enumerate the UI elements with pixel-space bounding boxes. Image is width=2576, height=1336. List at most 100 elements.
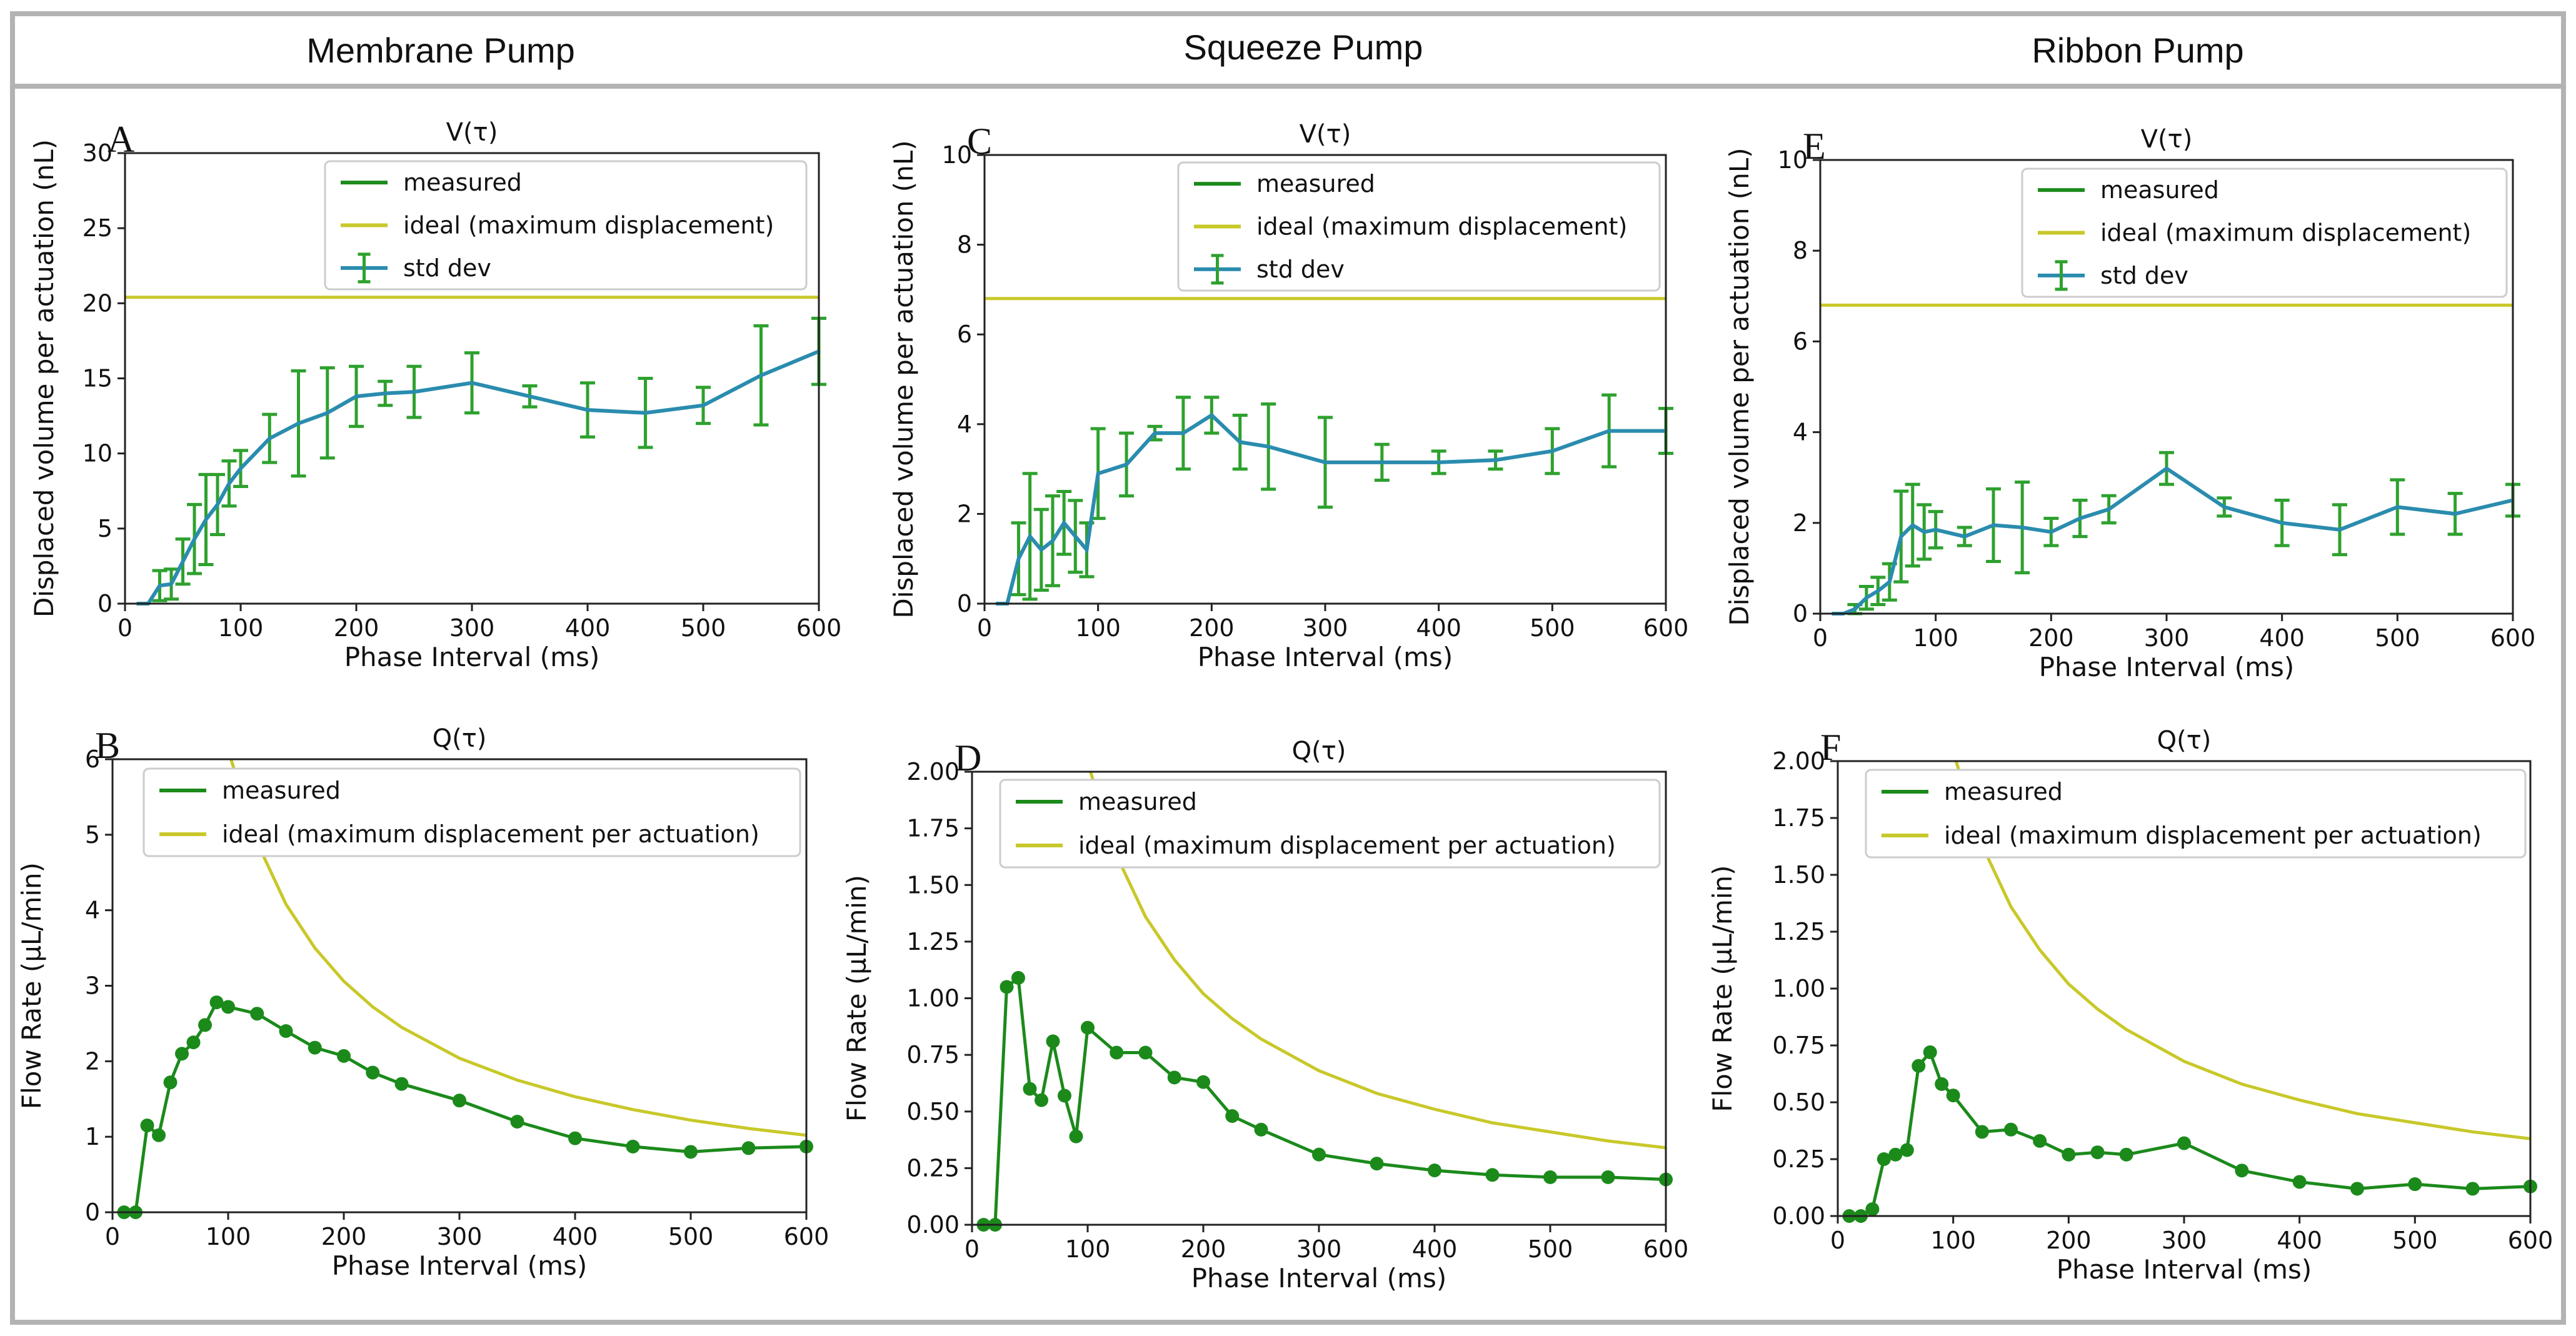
x-tick-label: 200	[2046, 1227, 2092, 1254]
measured-point	[1975, 1125, 1989, 1139]
legend: measured ideal (maximum displacement) std …	[1177, 161, 1661, 292]
x-tick-label: 400	[1412, 1235, 1458, 1263]
x-tick-label: 600	[784, 1223, 829, 1250]
measured-point	[163, 1075, 178, 1090]
measured-point	[2033, 1134, 2047, 1148]
y-tick-label: 1.50	[906, 871, 960, 899]
x-tick-label: 100	[218, 614, 264, 642]
y-tick-label: 1.00	[906, 985, 960, 1012]
legend-label: measured	[1256, 170, 1375, 197]
chart-panel-e: 0 100 200 300 400 500 600 0 2 4 6 8 10 Phase Interval…	[1724, 125, 2535, 682]
x-tick-label: 500	[2392, 1227, 2438, 1254]
measured-point	[1946, 1089, 1960, 1103]
std-dev-line	[136, 349, 820, 606]
legend-label: ideal (maximum displacement per actuatio…	[1078, 832, 1616, 859]
panel-title: V(τ)	[1300, 120, 1351, 149]
panel-letter: A	[108, 119, 134, 160]
measured-line	[983, 975, 1666, 1227]
x-tick-label: 600	[796, 614, 842, 642]
measured-point	[1877, 1152, 1891, 1166]
y-tick-label: 5	[98, 515, 113, 542]
measured-point	[152, 1128, 166, 1142]
x-tick-label: 100	[1930, 1227, 1976, 1254]
y-tick-label: 25	[83, 214, 113, 242]
y-tick-label: 0.50	[906, 1098, 960, 1125]
measured-point	[308, 1040, 322, 1055]
x-tick-label: 400	[2277, 1227, 2322, 1254]
measured-point	[1023, 1082, 1037, 1096]
y-tick-label: 0	[957, 590, 972, 617]
measured-point	[1110, 1045, 1124, 1060]
y-axis-label: Displaced volume per actuation (nL)	[29, 139, 59, 617]
measured-point	[337, 1049, 351, 1063]
legend-label: ideal (maximum displacement per actuatio…	[1944, 822, 2482, 849]
measured-line	[1849, 1049, 2531, 1218]
legend-box	[1865, 769, 2527, 859]
x-tick-label: 600	[2508, 1227, 2553, 1254]
measured-point	[1000, 980, 1014, 994]
panel-letter: E	[1803, 126, 1826, 167]
legend: measured ideal (maximum displacement) std …	[2021, 167, 2508, 298]
x-tick-label: 0	[1813, 624, 1828, 652]
y-tick-label: 0.00	[1772, 1202, 1825, 1230]
y-tick-label: 2.00	[1772, 747, 1825, 775]
panel-title: Q(τ)	[433, 724, 487, 753]
x-tick-label: 400	[2259, 624, 2305, 652]
chart-panel-f: 0 100 200 300 400 500 600 0.00 0.25 0.50 0.75 1.00 1…	[1707, 726, 2553, 1285]
y-axis-label: Displaced volume per actuation (nL)	[1724, 147, 1755, 626]
ideal-curve	[1954, 761, 2530, 1140]
measured-point	[2408, 1177, 2422, 1192]
measured-point	[1069, 1129, 1083, 1144]
measured-point	[198, 1018, 212, 1032]
x-tick-label: 600	[1643, 1235, 1689, 1263]
measured-point	[186, 1035, 201, 1050]
x-axis-label: Phase Interval (ms)	[1191, 1263, 1447, 1294]
x-tick-label: 300	[437, 1223, 483, 1250]
x-axis-label: Phase Interval (ms)	[2039, 652, 2295, 682]
panel-title: Q(τ)	[1292, 737, 1346, 765]
x-tick-label: 200	[2028, 624, 2074, 652]
x-tick-label: 100	[206, 1223, 251, 1250]
y-tick-label: 2	[85, 1047, 100, 1075]
x-tick-label: 100	[1075, 614, 1121, 642]
x-axis-label: Phase Interval (ms)	[332, 1250, 588, 1281]
x-tick-label: 0	[965, 1235, 980, 1263]
measured-point	[626, 1139, 640, 1154]
x-tick-label: 400	[1416, 614, 1461, 642]
measured-point	[2062, 1147, 2076, 1162]
x-tick-label: 400	[553, 1223, 598, 1250]
ideal-curve	[229, 759, 806, 1137]
y-tick-label: 6	[85, 745, 100, 773]
panel-letter: B	[95, 725, 120, 766]
y-tick-label: 5	[85, 821, 100, 849]
legend-label: measured	[2100, 176, 2219, 204]
chart-panel-b: 0 100 200 300 400 500 600 0 1 2 3 4 5 6 Phase Interval…	[16, 724, 829, 1281]
y-axis-label: Flow Rate (µL/min)	[1707, 865, 1738, 1112]
legend-label: ideal (maximum displacement)	[1256, 213, 1627, 241]
y-tick-label: 0	[1793, 600, 1808, 627]
y-tick-label: 10	[1778, 146, 1808, 174]
y-tick-label: 6	[957, 321, 972, 348]
legend: measured ideal (maximum displacement per …	[143, 767, 801, 857]
measured-point	[1888, 1147, 1903, 1162]
x-tick-label: 300	[449, 614, 495, 642]
y-tick-label: 0	[98, 590, 113, 617]
measured-point	[1923, 1045, 1937, 1059]
x-tick-label: 300	[1303, 614, 1348, 642]
measured-point	[1428, 1164, 1441, 1177]
y-axis-label: Flow Rate (µL/min)	[841, 875, 872, 1122]
legend: measured ideal (maximum displacement) std …	[324, 160, 808, 291]
y-tick-label: 0	[85, 1199, 100, 1226]
y-tick-label: 1.00	[1772, 975, 1825, 1002]
measured-point	[1912, 1059, 1926, 1073]
y-tick-label: 2	[957, 500, 972, 527]
x-tick-label: 600	[2490, 624, 2536, 652]
y-tick-label: 4	[1793, 419, 1808, 446]
y-axis-label: Displaced volume per actuation (nL)	[888, 140, 919, 618]
y-tick-label: 0.75	[906, 1041, 960, 1069]
y-tick-label: 1.75	[906, 815, 960, 842]
measured-point	[279, 1024, 293, 1038]
